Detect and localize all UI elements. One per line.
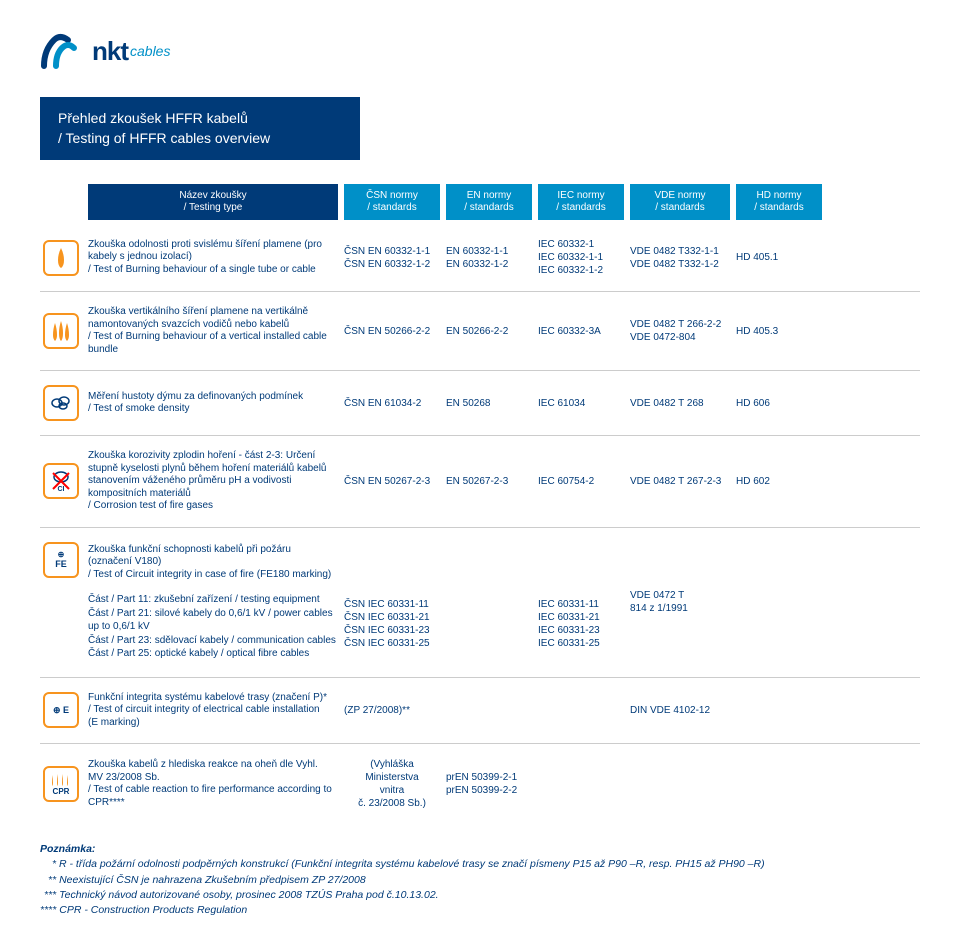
logo-sub: cables bbox=[130, 43, 170, 59]
row-csn: ČSN IEC 60331-11 ČSN IEC 60331-21 ČSN IE… bbox=[344, 542, 440, 663]
table-row: CPR Zkouška kabelů z hlediska reakce na … bbox=[40, 744, 920, 824]
row-csn: ČSN EN 60332-1-1 ČSN EN 60332-1-2 bbox=[344, 245, 440, 271]
table-row: ⊕FE Zkouška funkční schopnosti kabelů př… bbox=[40, 528, 920, 678]
note-3: *** Technický návod autorizované osoby, … bbox=[40, 888, 920, 903]
row-hd: HD 602 bbox=[736, 475, 822, 488]
row-csn: ČSN EN 50266-2-2 bbox=[344, 325, 440, 338]
row-en: prEN 50399-2-1 prEN 50399-2-2 bbox=[446, 771, 532, 797]
part-25: Část / Part 25: optické kabely / optical… bbox=[88, 647, 338, 661]
row-iec: IEC 60332-1 IEC 60332-1-1 IEC 60332-1-2 bbox=[538, 238, 624, 277]
svg-text:CI: CI bbox=[58, 486, 65, 493]
row-vde: VDE 0482 T 266-2-2 VDE 0472-804 bbox=[630, 318, 730, 344]
title-line1: Přehled zkoušek HFFR kabelů bbox=[58, 109, 342, 129]
notes-title: Poznámka: bbox=[40, 842, 920, 857]
row-iec: IEC 61034 bbox=[538, 397, 624, 410]
row-csn: ČSN EN 61034-2 bbox=[344, 397, 440, 410]
page-title: Přehled zkoušek HFFR kabelů / Testing of… bbox=[40, 97, 360, 160]
part-23: Část / Part 23: sdělovací kabely / commu… bbox=[88, 634, 338, 648]
note-2: ** Neexistující ČSN je nahrazena Zkušebn… bbox=[40, 873, 920, 888]
row-iec: IEC 60331-11 IEC 60331-21 IEC 60331-23 I… bbox=[538, 542, 624, 663]
flame-single-icon bbox=[43, 240, 79, 276]
row-desc: Zkouška kabelů z hlediska reakce na oheň… bbox=[88, 759, 338, 809]
row-iec: IEC 60332-3A bbox=[538, 325, 624, 338]
table-row: Zkouška odolnosti proti svislému šíření … bbox=[40, 224, 920, 292]
row-en: EN 50267-2-3 bbox=[446, 475, 532, 488]
row-csn: (Vyhláška Ministerstva vnitra č. 23/2008… bbox=[344, 758, 440, 810]
header-hd: HD normy / standards bbox=[736, 184, 822, 220]
footnotes: Poznámka: * R - třída požární odolnosti … bbox=[40, 842, 920, 918]
row-vde: DIN VDE 4102-12 bbox=[630, 704, 730, 717]
header-vde: VDE normy / standards bbox=[630, 184, 730, 220]
table-row: Měření hustoty dýmu za definovaných podm… bbox=[40, 371, 920, 436]
table-row: CI Zkouška korozivity zplodin hoření - č… bbox=[40, 436, 920, 528]
table-row: ⊕ E Funkční integrita systému kabelové t… bbox=[40, 678, 920, 745]
part-21: Část / Part 21: silové kabely do 0,6/1 k… bbox=[88, 607, 338, 634]
corrosion-icon: CI bbox=[43, 463, 79, 499]
row-desc: Zkouška funkční schopnosti kabelů při po… bbox=[88, 544, 338, 582]
row-desc: Funkční integrita systému kabelové trasy… bbox=[88, 692, 338, 730]
row-vde: VDE 0482 T 268 bbox=[630, 397, 730, 410]
row-iec: IEC 60754-2 bbox=[538, 475, 624, 488]
row-csn: (ZP 27/2008)** bbox=[344, 704, 440, 717]
row-hd: HD 405.1 bbox=[736, 251, 822, 264]
row-en: EN 50266-2-2 bbox=[446, 325, 532, 338]
header-csn: ČSN normy / standards bbox=[344, 184, 440, 220]
row-desc: Zkouška odolnosti proti svislému šíření … bbox=[88, 239, 338, 277]
parts-list: Část / Part 11: zkušební zařízení / test… bbox=[88, 593, 338, 661]
note-1: * R - třída požární odolnosti podpěrných… bbox=[40, 857, 920, 872]
logo-name: nkt bbox=[92, 36, 128, 67]
fe-icon: ⊕FE bbox=[43, 542, 79, 578]
table-row: Zkouška vertikálního šíření plamene na v… bbox=[40, 292, 920, 371]
row-en: EN 60332-1-1 EN 60332-1-2 bbox=[446, 245, 532, 271]
header-name: Název zkoušky / Testing type bbox=[88, 184, 338, 220]
flame-bundle-icon bbox=[43, 313, 79, 349]
title-line2: / Testing of HFFR cables overview bbox=[58, 129, 342, 149]
table-header: Název zkoušky / Testing type ČSN normy /… bbox=[40, 184, 920, 220]
cpr-icon: CPR bbox=[43, 766, 79, 802]
row-csn: ČSN EN 50267-2-3 bbox=[344, 475, 440, 488]
row-hd: HD 606 bbox=[736, 397, 822, 410]
row-hd: HD 405.3 bbox=[736, 325, 822, 338]
note-4: **** CPR - Construction Products Regulat… bbox=[40, 903, 920, 918]
header-en: EN normy / standards bbox=[446, 184, 532, 220]
header-iec: IEC normy / standards bbox=[538, 184, 624, 220]
parts-csn: ČSN IEC 60331-11 ČSN IEC 60331-21 ČSN IE… bbox=[344, 598, 440, 650]
row-en: EN 50268 bbox=[446, 397, 532, 410]
row-vde: VDE 0482 T332-1-1 VDE 0482 T332-1-2 bbox=[630, 245, 730, 271]
row-vde: VDE 0482 T 267-2-3 bbox=[630, 475, 730, 488]
row-desc: Měření hustoty dýmu za definovaných podm… bbox=[88, 391, 338, 416]
row-vde: VDE 0472 T 814 z 1/1991 bbox=[630, 589, 730, 615]
parts-iec: IEC 60331-11 IEC 60331-21 IEC 60331-23 I… bbox=[538, 598, 624, 650]
smoke-icon bbox=[43, 385, 79, 421]
row-desc: Zkouška korozivity zplodin hoření - část… bbox=[88, 450, 338, 513]
row-desc: Zkouška vertikálního šíření plamene na v… bbox=[88, 306, 338, 356]
ve-icon: ⊕ E bbox=[43, 692, 79, 728]
part-11: Část / Part 11: zkušební zařízení / test… bbox=[88, 593, 338, 607]
logo: nkt cables bbox=[40, 30, 920, 72]
